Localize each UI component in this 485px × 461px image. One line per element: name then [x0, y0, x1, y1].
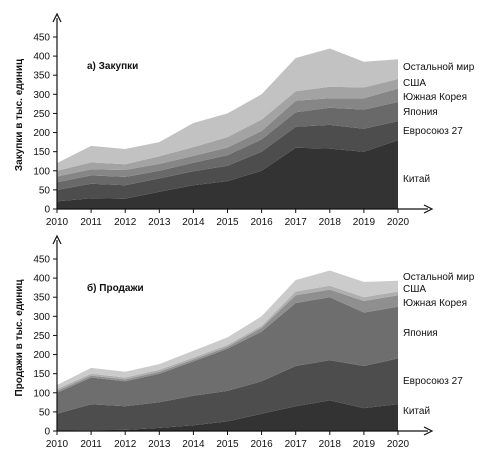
sales-y-tick-label: 300 [33, 312, 50, 323]
sales-y-tick-label: 0 [44, 427, 50, 438]
purchases-x-tick-label: 2011 [80, 217, 102, 228]
sales-x-tick-label: 2018 [319, 439, 342, 450]
sales-y-tick-label: 100 [33, 388, 50, 399]
sales-x-tick-label: 2020 [387, 439, 410, 450]
sales-y-tick-label: 200 [33, 350, 50, 361]
purchases-y-tick-label: 200 [33, 128, 50, 139]
sales-area-1 [57, 358, 398, 431]
sales-area-5 [57, 270, 398, 389]
sales-x-tick-label: 2015 [216, 439, 239, 450]
sales-y-tick-label: 250 [33, 331, 50, 342]
purchases-y-tick-label: 100 [33, 166, 50, 177]
sales-y-tick-label: 50 [39, 407, 51, 418]
purchases-series-label: США [403, 78, 426, 89]
purchases-series-label: Остальной мир [403, 62, 475, 73]
purchases-series-label: Южная Корея [403, 92, 467, 103]
sales-x-tick-label: 2017 [285, 439, 308, 450]
purchases-y-tick-label: 350 [33, 71, 50, 82]
purchases-y-tick-label: 400 [33, 52, 50, 63]
purchases-x-tick-label: 2010 [46, 217, 69, 228]
purchases-x-tick-label: 2020 [387, 217, 410, 228]
sales-series-label: Южная Корея [403, 298, 467, 309]
chart-purchases: 0 50 100 150 200 250 300 350 400 450 2010 2011 2012 2… [14, 12, 475, 228]
sales-y-tick-label: 150 [33, 369, 50, 380]
sales-x-tick-label: 2010 [46, 439, 69, 450]
purchases-y-tick-label: 450 [33, 33, 50, 44]
sales-x-tick-label: 2011 [80, 439, 102, 450]
sales-series-label: Китай [403, 406, 430, 417]
purchases-series-label: Евросоюз 27 [403, 126, 463, 137]
purchases-y-tick-label: 0 [44, 205, 50, 216]
purchases-y-tick-label: 150 [33, 147, 50, 158]
purchases-x-tick-label: 2015 [216, 217, 239, 228]
purchases-area-1 [57, 121, 398, 202]
purchases-series-label: Япония [403, 107, 438, 118]
purchases-x-tick-label: 2018 [319, 217, 342, 228]
sales-area-0 [57, 400, 398, 431]
purchases-y-axis-label: Закупки в тыс. единиц [14, 58, 25, 171]
purchases-x-axis-arrow [423, 204, 434, 214]
sales-series-label: Евросоюз 27 [403, 376, 463, 387]
purchases-y-axis-arrow [52, 12, 62, 23]
sales-x-tick-label: 2016 [250, 439, 273, 450]
sales-series-label: США [403, 284, 426, 295]
purchases-x-tick-label: 2017 [285, 217, 308, 228]
sales-y-tick-label: 450 [33, 255, 50, 266]
purchases-panel-title: а) Закупки [87, 61, 138, 72]
sales-y-tick-label: 350 [33, 293, 50, 304]
sales-series-label: Япония [403, 328, 438, 339]
purchases-series-label: Китай [403, 174, 430, 185]
chart-sales: 0 50 100 150 200 250 300 350 400 450 2010 2011 2012 2… [14, 234, 475, 450]
purchases-x-tick-label: 2013 [148, 217, 171, 228]
purchases-area-5 [57, 48, 398, 171]
purchases-y-tick-label: 300 [33, 90, 50, 101]
sales-x-tick-label: 2019 [353, 439, 376, 450]
sales-x-tick-label: 2013 [148, 439, 171, 450]
sales-series-label: Остальной мир [403, 272, 475, 283]
purchases-area-2 [57, 102, 398, 190]
purchases-x-tick-label: 2019 [353, 217, 376, 228]
sales-x-tick-label: 2012 [114, 439, 137, 450]
sales-area-2 [57, 297, 398, 414]
sales-x-tick-label: 2014 [182, 439, 205, 450]
sales-panel-title: б) Продажи [87, 282, 144, 294]
sales-y-axis-label: Продажи в тыс. единиц [14, 279, 25, 397]
purchases-area-0 [57, 140, 398, 209]
purchases-x-tick-label: 2014 [182, 217, 205, 228]
purchases-y-tick-label: 250 [33, 109, 50, 120]
sales-y-tick-label: 400 [33, 274, 50, 285]
purchases-x-tick-label: 2016 [250, 217, 273, 228]
purchases-area-4 [57, 79, 398, 177]
purchases-y-tick-label: 50 [39, 185, 51, 196]
purchases-x-tick-label: 2012 [114, 217, 137, 228]
sales-y-axis-arrow [52, 234, 62, 245]
sales-x-axis-arrow [423, 426, 434, 436]
purchases-area-3 [57, 88, 398, 183]
